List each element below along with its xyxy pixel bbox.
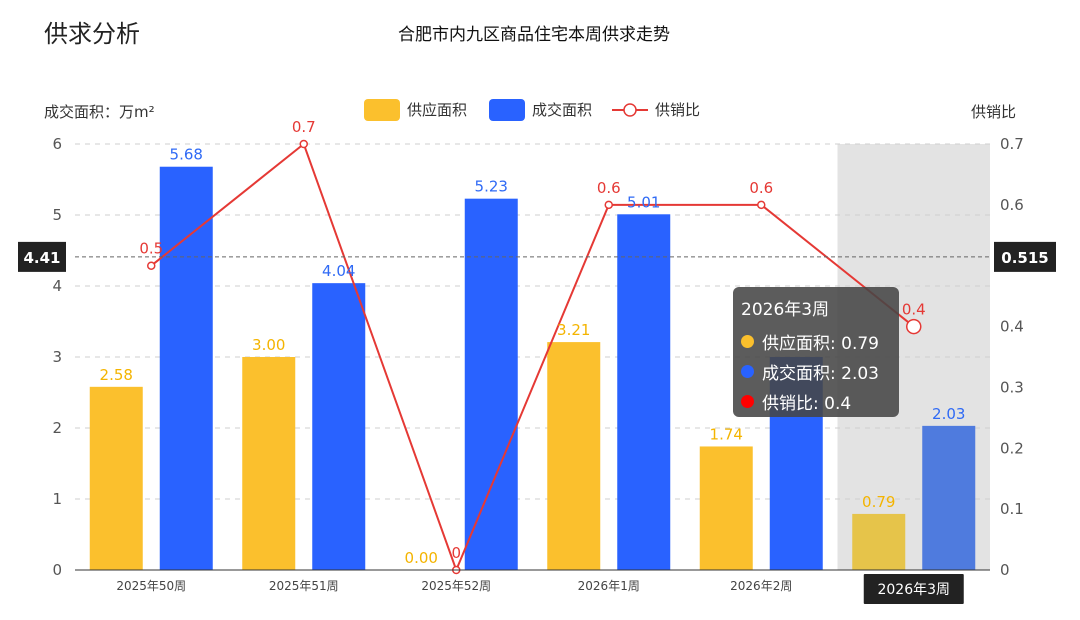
deal-bar[interactable] — [464, 198, 518, 571]
y-tick-label: 4 — [52, 277, 62, 295]
y2-tick-label: 0.4 — [1000, 318, 1024, 336]
crosshair-left-label: 4.41 — [23, 249, 60, 267]
crosshair-left-box — [18, 241, 66, 272]
x-tick-label: 2025年51周 — [269, 579, 339, 593]
legend-ratio-marker[interactable] — [623, 103, 637, 117]
ratio-point[interactable] — [906, 318, 922, 335]
chart-title: 合肥市内九区商品住宅本周供求走势 — [398, 25, 670, 45]
y2-tick-label: 0.1 — [1000, 500, 1024, 518]
y-tick-label: 2 — [52, 419, 62, 437]
y2-tick-label: 0.7 — [1000, 135, 1024, 153]
legend-deal-label[interactable]: 成交面积 — [532, 101, 592, 119]
ratio-point[interactable] — [147, 261, 156, 270]
y-axis-title: 成交面积：万m² — [44, 103, 155, 121]
y2-tick-label: 0.2 — [1000, 439, 1024, 457]
deal-data-label: 4.04 — [322, 262, 355, 280]
x-tick-label: 2026年2周 — [730, 579, 792, 593]
supply-bar[interactable] — [89, 386, 143, 570]
ratio-point[interactable] — [299, 139, 308, 149]
deal-dot-icon — [741, 364, 754, 378]
deal-bar[interactable] — [159, 166, 213, 570]
ratio-data-label: 0.4 — [902, 301, 926, 319]
ratio-line — [150, 142, 915, 573]
x-tick-label: 2025年50周 — [116, 579, 186, 593]
legend-supply-label[interactable]: 供应面积 — [407, 101, 467, 119]
supply-bar[interactable] — [547, 342, 601, 570]
deal-data-label: 5.01 — [627, 193, 660, 211]
y-tick-label: 3 — [52, 348, 62, 366]
ratio-data-label: 0.6 — [597, 179, 621, 197]
supply-data-label: 0.79 — [862, 493, 895, 511]
legend-ratio-label[interactable]: 供销比 — [655, 101, 700, 119]
supply-bar[interactable] — [242, 357, 296, 570]
ratio-data-label: 0.5 — [139, 240, 163, 258]
y2-tick-label: 0 — [1000, 561, 1010, 579]
deal-bar[interactable] — [312, 283, 366, 570]
y-tick-label: 5 — [52, 206, 62, 224]
x-tick-label: 2025年52周 — [421, 579, 491, 593]
supply-data-label: 3.00 — [252, 336, 285, 354]
deal-bar[interactable] — [617, 214, 671, 571]
ratio-point[interactable] — [604, 200, 613, 210]
ratio-point[interactable] — [757, 200, 766, 210]
supply-data-label: 3.21 — [557, 321, 590, 339]
ratio-data-label: 0 — [451, 544, 461, 562]
crosshair-right-label: 0.515 — [1001, 249, 1048, 267]
supply-bar[interactable] — [852, 513, 906, 570]
y2-tick-label: 0.6 — [1000, 196, 1024, 214]
ratio-data-label: 0.7 — [292, 118, 316, 136]
y2-tick-label: 0.3 — [1000, 378, 1024, 396]
deal-data-label: 5.23 — [475, 178, 508, 196]
supply-data-label: 2.58 — [100, 366, 133, 384]
ratio-dot-icon — [741, 394, 754, 408]
deal-data-label: 2.03 — [932, 405, 965, 423]
y-tick-label: 1 — [52, 490, 62, 508]
tooltip-row-deal: 成交面积: 2.03 — [741, 356, 891, 386]
deal-bar[interactable] — [922, 425, 976, 570]
supply-bar[interactable] — [699, 446, 753, 570]
tooltip-row-supply: 供应面积: 0.79 — [741, 326, 891, 356]
supply-data-label: 0.00 — [405, 549, 438, 567]
y-tick-label: 6 — [52, 135, 62, 153]
y2-axis-title: 供销比 — [971, 103, 1016, 121]
ratio-data-label: 0.6 — [749, 179, 773, 197]
crosshair-right-box — [994, 241, 1056, 272]
tooltip-row-label: 供销比: 0.4 — [762, 393, 852, 414]
legend-deal-swatch[interactable] — [489, 99, 525, 121]
tooltip-row-ratio: 供销比: 0.4 — [741, 386, 891, 416]
supply-dot-icon — [741, 334, 754, 348]
tooltip-row-label: 供应面积: 0.79 — [762, 333, 879, 354]
supply-data-label: 1.74 — [710, 425, 743, 443]
legend-supply-swatch[interactable] — [364, 99, 400, 121]
page-title: 供求分析 — [44, 20, 140, 48]
chart-tooltip: 2026年3周 供应面积: 0.79 成交面积: 2.03 供销比: 0.4 — [733, 287, 899, 417]
tooltip-title: 2026年3周 — [741, 300, 830, 320]
y-tick-label: 0 — [52, 561, 62, 579]
x-tick-highlight-box — [863, 574, 964, 604]
deal-data-label: 5.68 — [170, 146, 203, 164]
tooltip-row-label: 成交面积: 2.03 — [762, 363, 879, 384]
x-tick-label: 2026年3周 — [877, 582, 950, 598]
x-tick-label: 2026年1周 — [578, 579, 640, 593]
